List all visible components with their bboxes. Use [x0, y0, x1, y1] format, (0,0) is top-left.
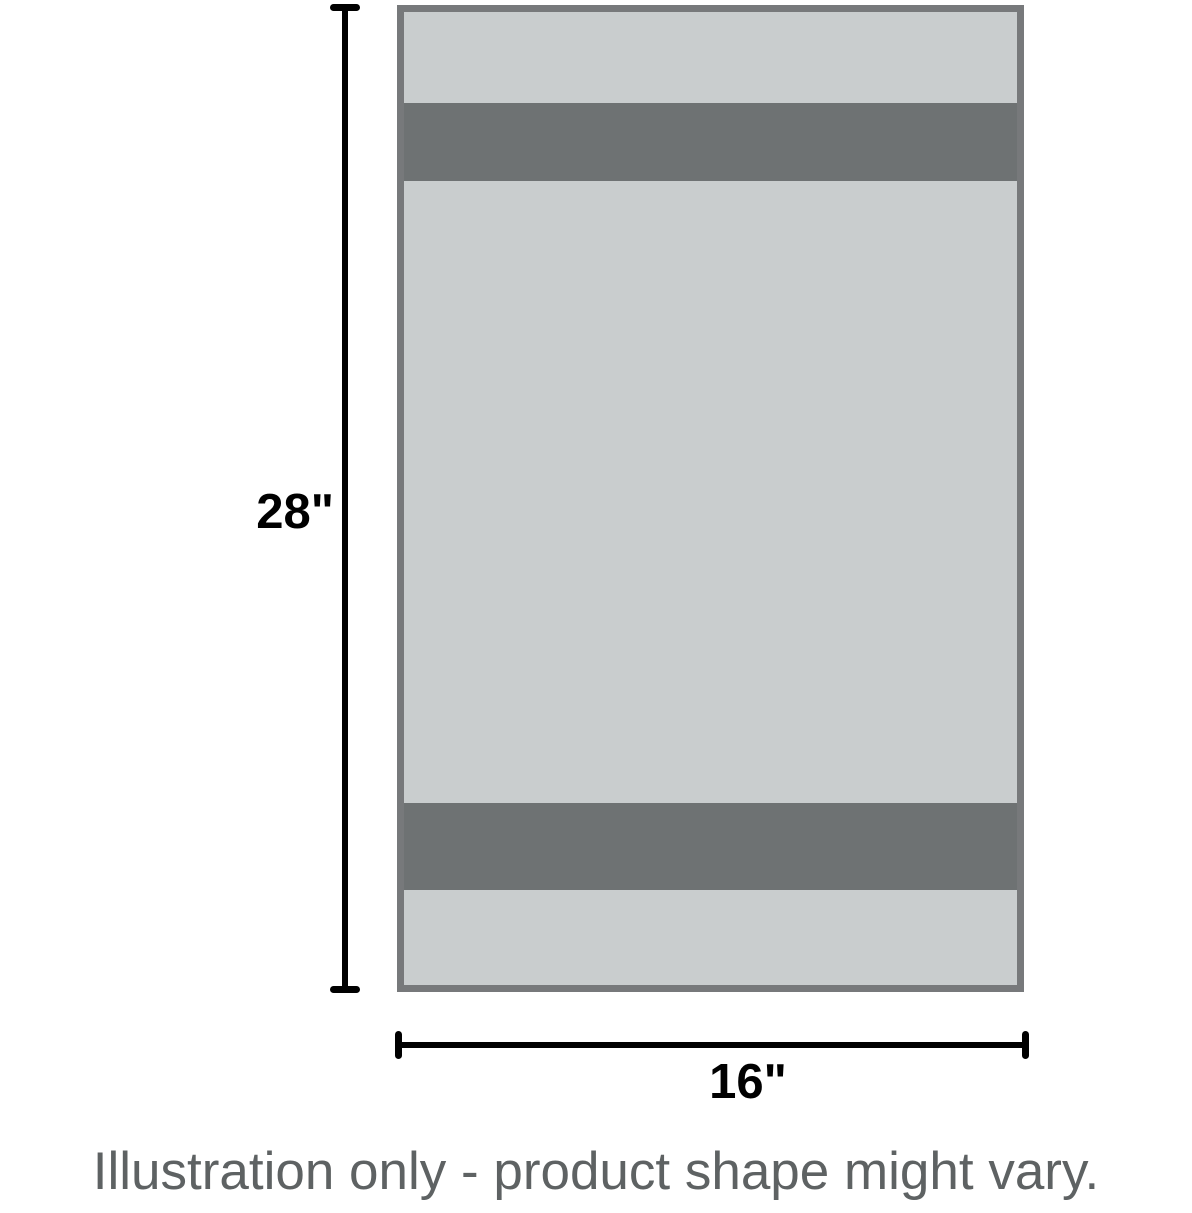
product-illustration: [397, 5, 1024, 992]
height-dimension-label: 28": [256, 485, 334, 539]
product-stripe-bottom: [404, 803, 1017, 890]
height-dimension-line: [342, 7, 348, 990]
height-dimension-cap-top: [330, 4, 360, 11]
product-stripe-top: [404, 103, 1017, 181]
disclaimer-caption: Illustration only - product shape might …: [92, 1142, 1100, 1201]
width-dimension-label: 16": [709, 1055, 787, 1109]
width-dimension-cap-right: [1022, 1031, 1029, 1059]
width-dimension-line: [397, 1042, 1028, 1048]
width-dimension-cap-left: [395, 1031, 402, 1059]
height-dimension-cap-bottom: [330, 986, 360, 993]
